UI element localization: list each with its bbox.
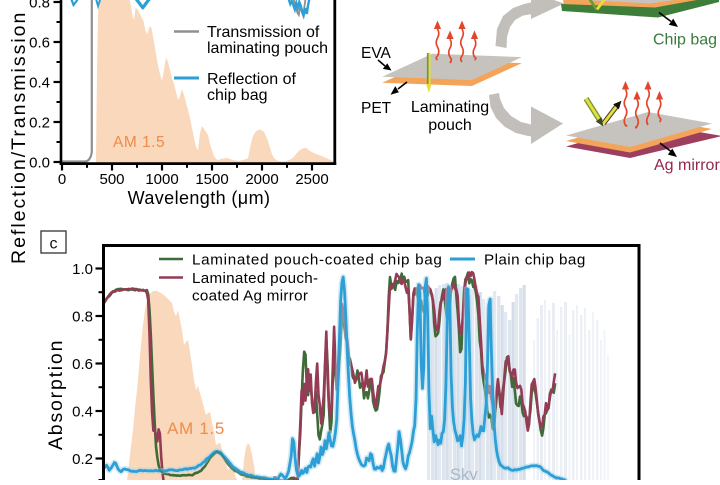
- svg-text:Wavelength (μm): Wavelength (μm): [128, 188, 271, 208]
- svg-text:2000: 2000: [245, 171, 278, 188]
- svg-text:laminating pouch: laminating pouch: [207, 40, 328, 57]
- svg-text:c: c: [50, 236, 58, 253]
- svg-text:Laminated pouch-: Laminated pouch-: [192, 270, 318, 287]
- svg-text:Reflection/Transmission: Reflection/Transmission: [8, 11, 30, 264]
- svg-text:0.2: 0.2: [72, 451, 93, 468]
- svg-text:AM 1.5: AM 1.5: [113, 134, 165, 151]
- svg-text:0.8: 0.8: [29, 0, 50, 12]
- svg-text:0.4: 0.4: [29, 75, 50, 92]
- svg-text:AM 1.5: AM 1.5: [167, 419, 225, 438]
- svg-text:1.0: 1.0: [72, 261, 93, 278]
- svg-text:Laminated pouch-coated chip ba: Laminated pouch-coated chip bag: [192, 252, 443, 269]
- svg-text:EVA: EVA: [361, 45, 392, 62]
- svg-text:Sky: Sky: [450, 466, 478, 480]
- svg-text:Chip bag: Chip bag: [653, 32, 717, 49]
- svg-text:0.0: 0.0: [29, 155, 50, 172]
- svg-text:0.8: 0.8: [72, 309, 93, 326]
- svg-text:Plain chip bag: Plain chip bag: [484, 252, 586, 269]
- svg-text:pouch: pouch: [428, 117, 472, 134]
- svg-text:0.4: 0.4: [72, 404, 93, 421]
- svg-text:2500: 2500: [295, 171, 328, 188]
- svg-text:500: 500: [99, 171, 124, 188]
- svg-text:0.6: 0.6: [72, 356, 93, 373]
- svg-text:Transmission of: Transmission of: [207, 24, 320, 41]
- svg-text:Reflection of: Reflection of: [207, 71, 296, 88]
- svg-text:0: 0: [58, 171, 66, 188]
- svg-text:Ag mirror: Ag mirror: [654, 157, 720, 174]
- svg-text:Laminating: Laminating: [411, 99, 489, 116]
- svg-text:chip bag: chip bag: [207, 87, 268, 104]
- svg-text:coated Ag mirror: coated Ag mirror: [192, 288, 308, 305]
- svg-text:Absorption: Absorption: [45, 339, 67, 450]
- svg-text:1000: 1000: [145, 171, 178, 188]
- svg-text:PET: PET: [361, 100, 392, 117]
- svg-text:0.2: 0.2: [29, 115, 50, 132]
- svg-text:0.6: 0.6: [29, 35, 50, 52]
- svg-text:1500: 1500: [195, 171, 228, 188]
